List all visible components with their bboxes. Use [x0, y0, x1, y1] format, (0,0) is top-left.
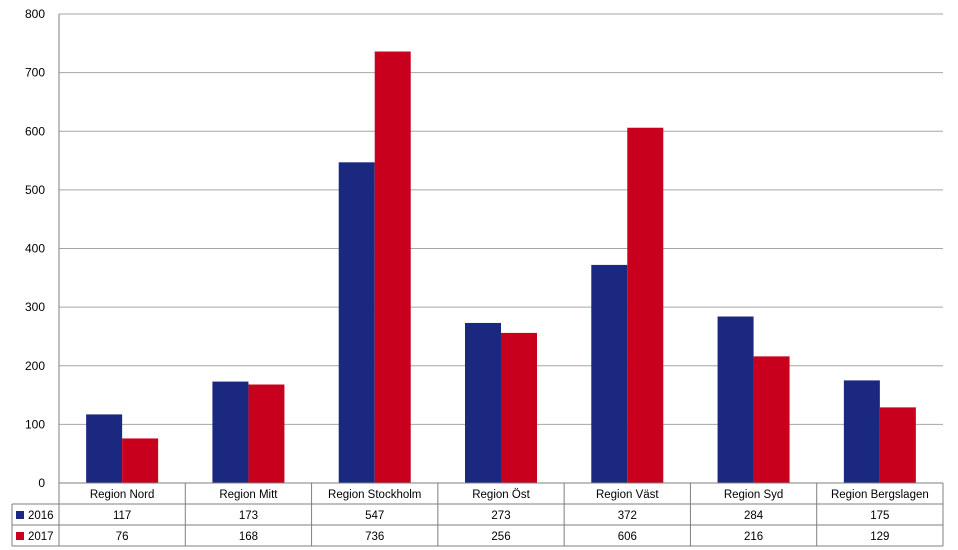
y-axis-ticks: 0 100 200 300 400 500 600 700 800 — [25, 7, 45, 490]
data-label: 256 — [491, 531, 510, 543]
y-tick-label: 800 — [25, 7, 45, 21]
bar-2017-7 — [879, 407, 916, 483]
y-tick-label: 0 — [38, 476, 45, 490]
data-label: 736 — [365, 531, 384, 543]
bar-2016-1 — [86, 414, 123, 483]
legend-swatch-2017 — [16, 532, 24, 540]
data-table: Region Nord Region Mitt Region Stockholm Re… — [11, 482, 944, 547]
data-label: 547 — [365, 510, 384, 522]
legend-label: 2016 — [28, 510, 54, 522]
x-category-label: Region Bergslagen — [831, 489, 929, 501]
data-label: 117 — [113, 510, 131, 522]
bar-2016-5 — [591, 264, 628, 483]
data-label: 76 — [116, 531, 129, 543]
y-tick-label: 100 — [25, 417, 45, 431]
bars — [86, 51, 916, 484]
data-label: 129 — [870, 531, 889, 543]
bar-2016-4 — [465, 322, 501, 483]
data-label: 168 — [239, 531, 258, 543]
y-tick-label: 400 — [25, 242, 45, 256]
legend-swatch-2016 — [16, 511, 24, 519]
x-category-label: Region Nord — [90, 489, 155, 501]
bar-2017-5 — [627, 127, 664, 484]
x-category-label: Region Väst — [596, 489, 659, 501]
legend-label: 2017 — [28, 531, 54, 543]
bar-2016-7 — [843, 380, 880, 483]
x-category-label: Region Syd — [724, 489, 783, 501]
bar-2016-2 — [212, 381, 249, 483]
y-tick-label: 300 — [25, 300, 45, 314]
bar-2017-1 — [122, 438, 159, 483]
y-tick-label: 600 — [25, 124, 45, 138]
bar-2017-6 — [753, 356, 790, 483]
bar-2017-2 — [248, 384, 285, 483]
data-label: 606 — [618, 531, 637, 543]
data-label: 216 — [744, 531, 763, 543]
x-category-label: Region Öst — [472, 489, 530, 501]
gridlines — [59, 13, 943, 425]
data-label: 372 — [618, 510, 637, 522]
data-label: 273 — [491, 510, 510, 522]
bar-2017-4 — [501, 332, 537, 483]
bar-2016-6 — [717, 316, 754, 483]
y-tick-label: 200 — [25, 359, 45, 373]
y-tick-label: 500 — [25, 183, 45, 197]
data-label: 173 — [239, 510, 258, 522]
y-tick-label: 700 — [25, 66, 45, 80]
x-category-label: Region Mitt — [219, 489, 278, 501]
x-category-label: Region Stockholm — [328, 489, 421, 501]
data-label: 175 — [870, 510, 889, 522]
bar-2017-3 — [374, 51, 411, 484]
bar-2016-3 — [338, 162, 375, 484]
data-label: 284 — [744, 510, 764, 522]
